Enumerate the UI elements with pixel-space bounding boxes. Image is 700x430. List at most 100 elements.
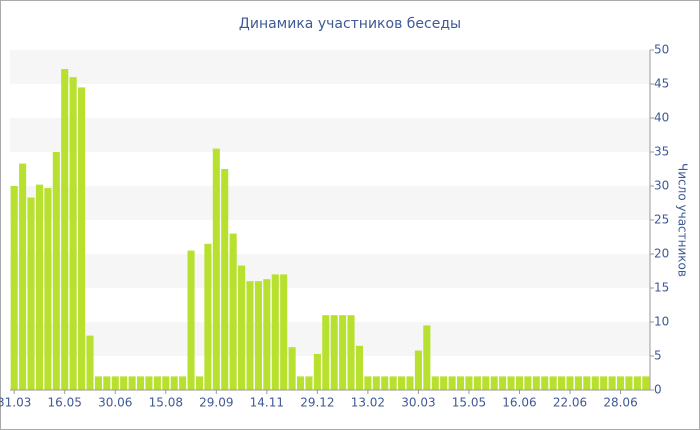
- x-tick-label: 14.11: [250, 396, 284, 410]
- bar: [616, 376, 625, 390]
- bar: [600, 376, 608, 390]
- x-tick-label: 13.02: [351, 396, 385, 410]
- bar: [271, 274, 279, 390]
- bar: [532, 376, 540, 390]
- bar: [86, 335, 94, 390]
- bar: [120, 376, 128, 390]
- bar: [465, 376, 473, 390]
- x-tick-label: 16.05: [48, 396, 82, 410]
- bar: [364, 376, 372, 390]
- bar: [440, 376, 448, 390]
- bar: [128, 376, 136, 390]
- bar: [111, 376, 119, 390]
- y-tick-label: 30: [654, 179, 669, 193]
- bar: [524, 376, 532, 390]
- bar: [558, 376, 566, 390]
- bar: [145, 376, 153, 390]
- bar: [296, 376, 305, 390]
- bar: [448, 376, 456, 390]
- bar: [414, 350, 422, 390]
- bar: [103, 376, 111, 390]
- bar: [549, 376, 557, 390]
- bar: [381, 376, 389, 390]
- bar: [633, 376, 641, 390]
- bar: [583, 376, 591, 390]
- y-tick-label: 35: [654, 145, 669, 159]
- bar: [431, 376, 439, 390]
- bar: [330, 315, 338, 390]
- y-tick-label: 20: [654, 247, 669, 261]
- bar: [246, 281, 254, 390]
- grid-band: [10, 118, 650, 152]
- bar: [61, 69, 69, 390]
- bar: [19, 163, 27, 390]
- bar: [574, 376, 582, 390]
- bar: [35, 184, 44, 390]
- bar: [406, 376, 414, 390]
- bar: [153, 376, 161, 390]
- bar: [170, 376, 178, 390]
- bar: [642, 376, 650, 390]
- x-tick-label: 30.06: [98, 396, 132, 410]
- y-tick-label: 25: [654, 213, 669, 227]
- bar: [305, 376, 313, 390]
- bar: [187, 250, 195, 390]
- bar: [69, 77, 77, 390]
- y-tick-label: 10: [654, 315, 669, 329]
- bar: [221, 169, 229, 390]
- y-tick-label: 0: [654, 383, 662, 397]
- bar: [515, 376, 524, 390]
- bar: [398, 376, 406, 390]
- bar: [456, 376, 465, 390]
- bar: [229, 233, 237, 390]
- bar: [541, 376, 549, 390]
- y-tick-label: 50: [654, 43, 669, 57]
- bar: [204, 243, 212, 390]
- grid-band: [10, 186, 650, 220]
- x-tick-label: 29.12: [300, 396, 334, 410]
- x-tick-label: 15.08: [149, 396, 183, 410]
- x-tick-label: 22.06: [553, 396, 587, 410]
- x-tick-label: 15.05: [452, 396, 486, 410]
- bar: [136, 376, 145, 390]
- bar: [608, 376, 616, 390]
- bar: [179, 376, 187, 390]
- x-tick-label: 29.09: [199, 396, 233, 410]
- bar: [507, 376, 515, 390]
- bar: [313, 353, 321, 390]
- chart-title: Динамика участников беседы: [239, 16, 461, 32]
- bar: [566, 376, 574, 390]
- bar: [499, 376, 507, 390]
- bar: [263, 279, 271, 390]
- bar: [288, 347, 296, 390]
- x-tick-label: 28.06: [603, 396, 637, 410]
- bar: [339, 315, 347, 390]
- bar: [355, 345, 364, 390]
- bar: [490, 376, 498, 390]
- bar: [482, 376, 490, 390]
- grid-band: [10, 254, 650, 288]
- x-tick-label: 30.03: [401, 396, 435, 410]
- bar: [625, 376, 633, 390]
- x-tick-label: 31.03: [0, 396, 31, 410]
- bar: [322, 315, 330, 390]
- bar: [94, 376, 102, 390]
- y-tick-label: 40: [654, 111, 669, 125]
- bar: [372, 376, 380, 390]
- bar: [591, 376, 599, 390]
- bar: [162, 376, 170, 390]
- y-axis-label: Число участников: [676, 163, 690, 277]
- bar: [78, 87, 86, 391]
- grid-band: [10, 322, 650, 356]
- bar: [44, 188, 52, 390]
- y-tick-label: 5: [654, 349, 662, 363]
- bar: [389, 376, 397, 390]
- bar: [212, 148, 220, 390]
- bar: [238, 265, 246, 390]
- y-tick-label: 15: [654, 281, 669, 295]
- bar: [254, 281, 262, 390]
- grid-band: [10, 50, 650, 84]
- bar: [27, 197, 35, 390]
- bar: [347, 315, 355, 390]
